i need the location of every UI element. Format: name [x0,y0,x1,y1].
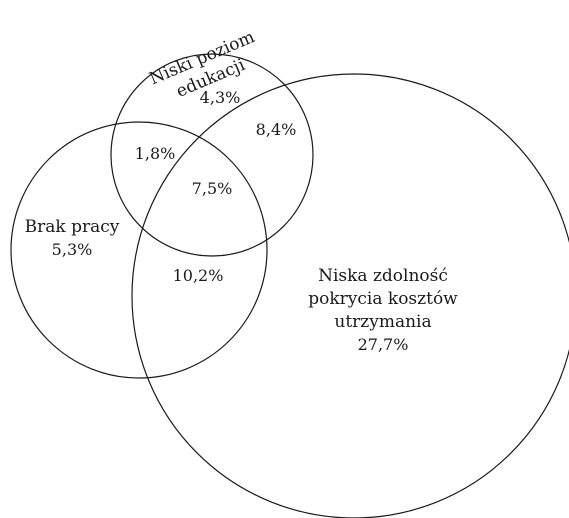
circle-costs [131,73,569,518]
value-education-work: 1,8% [135,144,176,163]
value-work-costs: 10,2% [173,266,224,285]
label-costs-line1: Niska zdolność [318,266,448,286]
label-work: Brak pracy [25,217,120,237]
circle-education [110,53,314,257]
value-education-only: 4,3% [200,88,241,107]
value-work-only: 5,3% [52,240,93,259]
label-costs-line2: pokrycia kosztów [308,289,458,309]
circle-work [10,121,268,379]
value-all-three: 7,5% [192,179,233,198]
value-education-costs: 8,4% [256,120,297,139]
label-costs-line3: utrzymania [334,312,431,332]
value-costs-only: 27,7% [358,335,409,354]
